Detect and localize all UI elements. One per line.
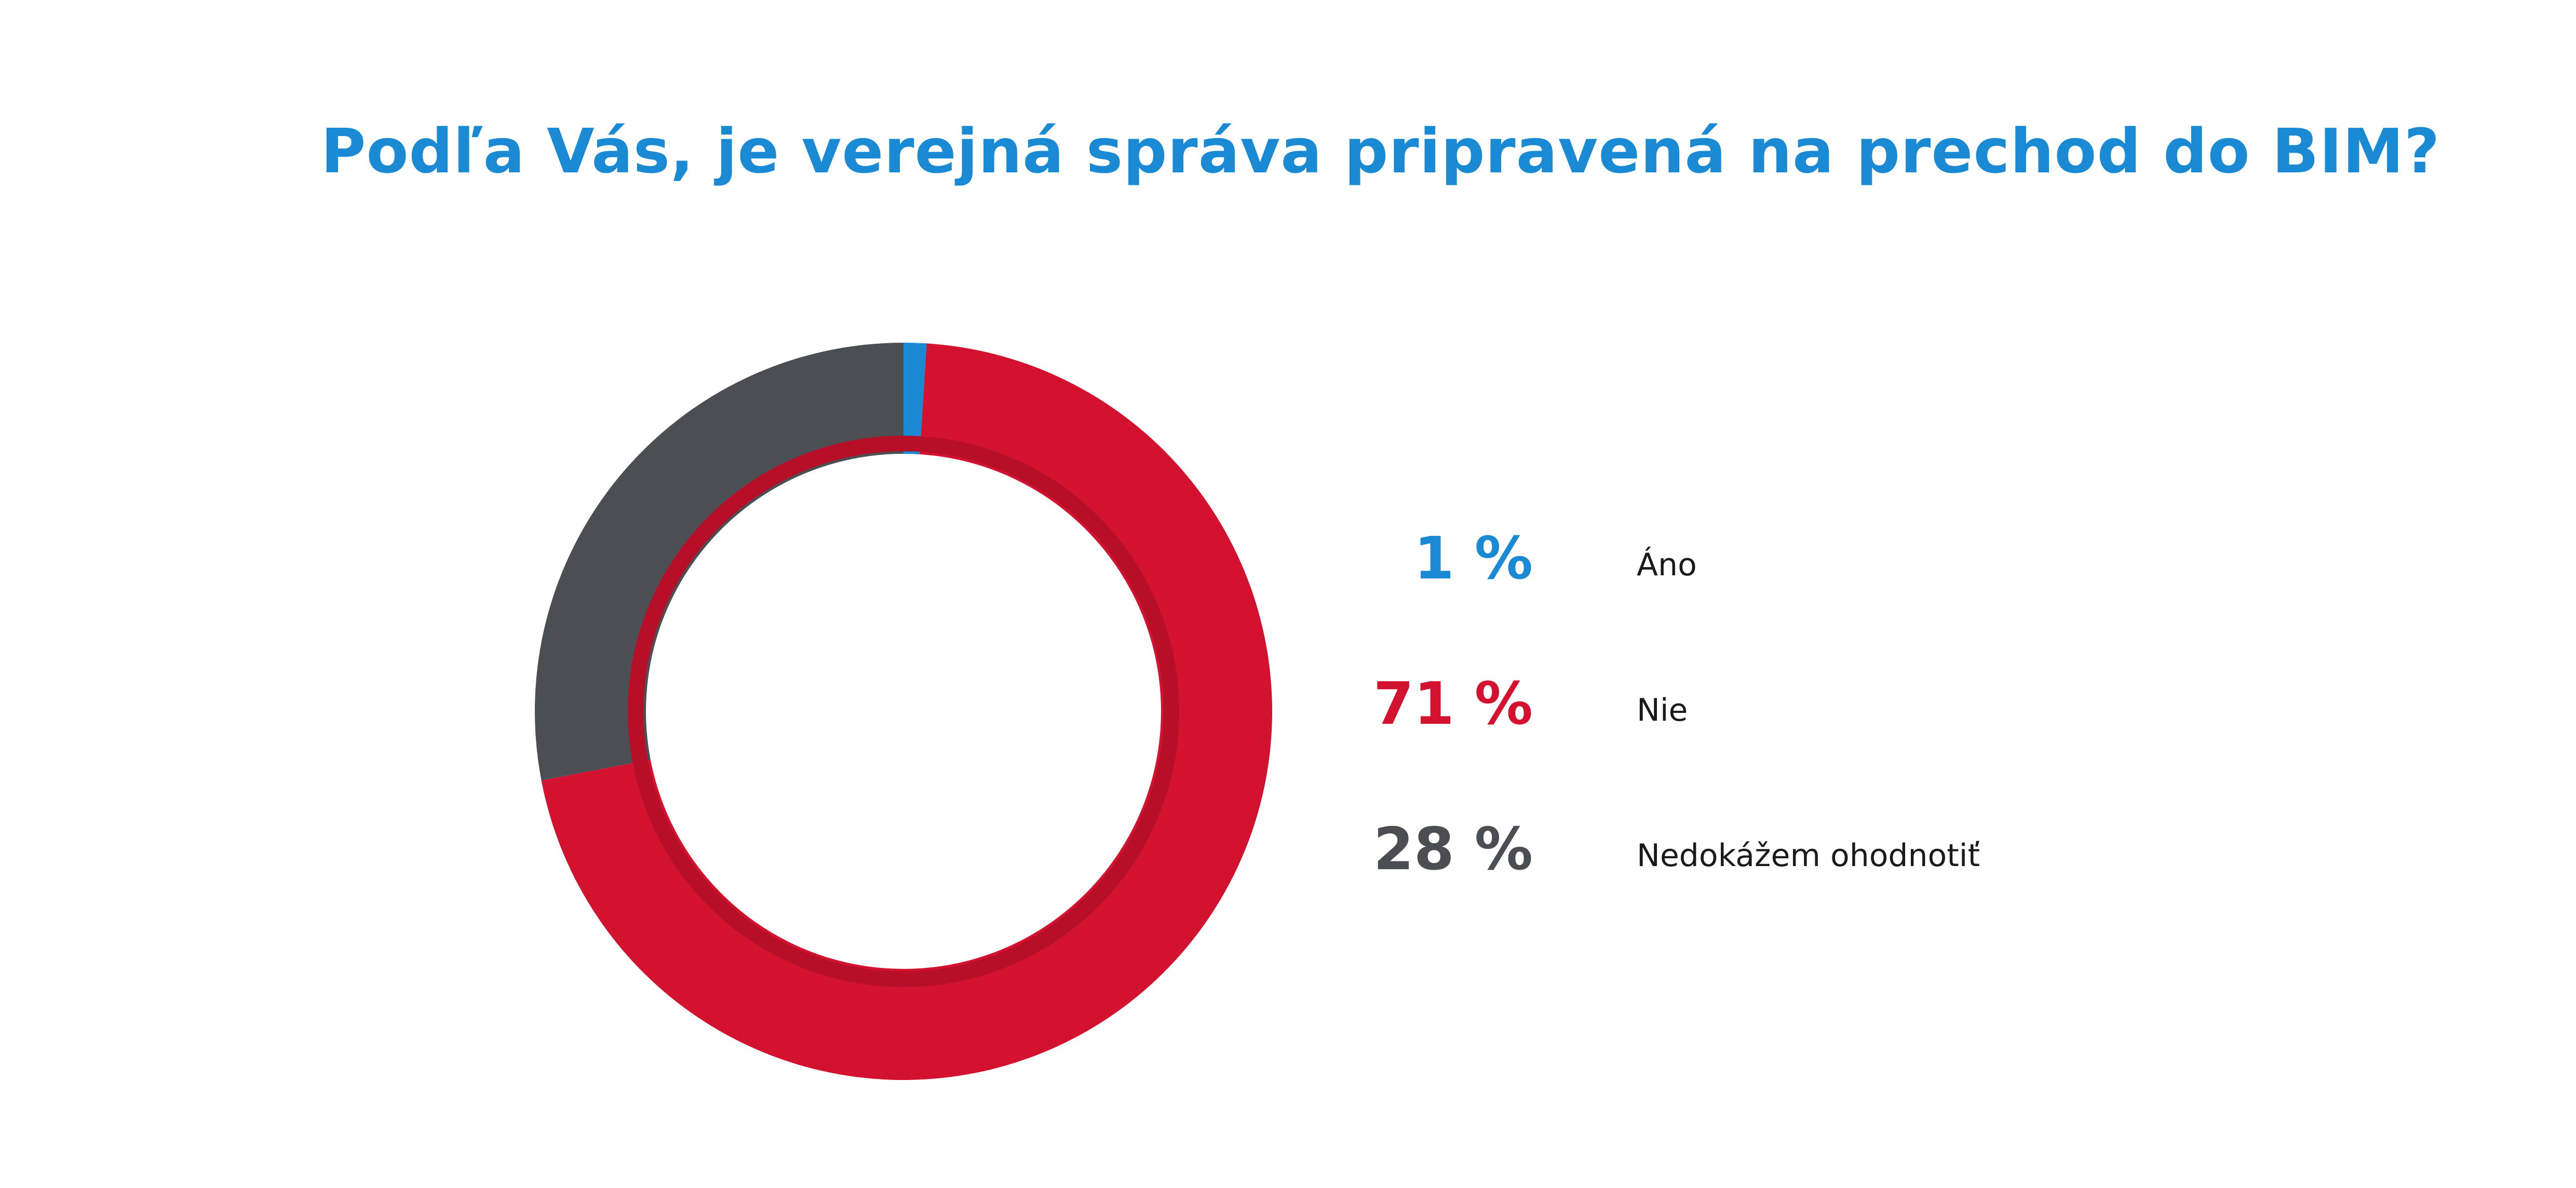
donut-inner-edge <box>628 436 1179 987</box>
donut-hole <box>647 455 1160 968</box>
legend-value-nedokazem: 28 % <box>1373 816 1533 883</box>
legend-label-ano: Áno <box>1637 547 1697 583</box>
legend: 1 % Áno 71 % Nie 28 % Nedokážem ohodnoti… <box>1373 530 2181 966</box>
legend-value-ano: 1 % <box>1413 525 1533 592</box>
donut-chart <box>535 343 1272 1080</box>
legend-item-ano: 1 % Áno <box>1402 530 2181 675</box>
donut-slice-ano <box>903 343 927 454</box>
legend-item-nedokazem: 28 % Nedokážem ohodnotiť <box>1373 820 2181 966</box>
legend-item-nie: 71 % Nie <box>1373 675 2181 820</box>
chart-title: Podľa Vás, je verejná správa pripravená … <box>321 115 2440 187</box>
legend-value-nie: 71 % <box>1373 670 1533 738</box>
legend-label-nedokazem: Nedokážem ohodnotiť <box>1637 838 1980 874</box>
legend-label-nie: Nie <box>1637 692 1688 728</box>
